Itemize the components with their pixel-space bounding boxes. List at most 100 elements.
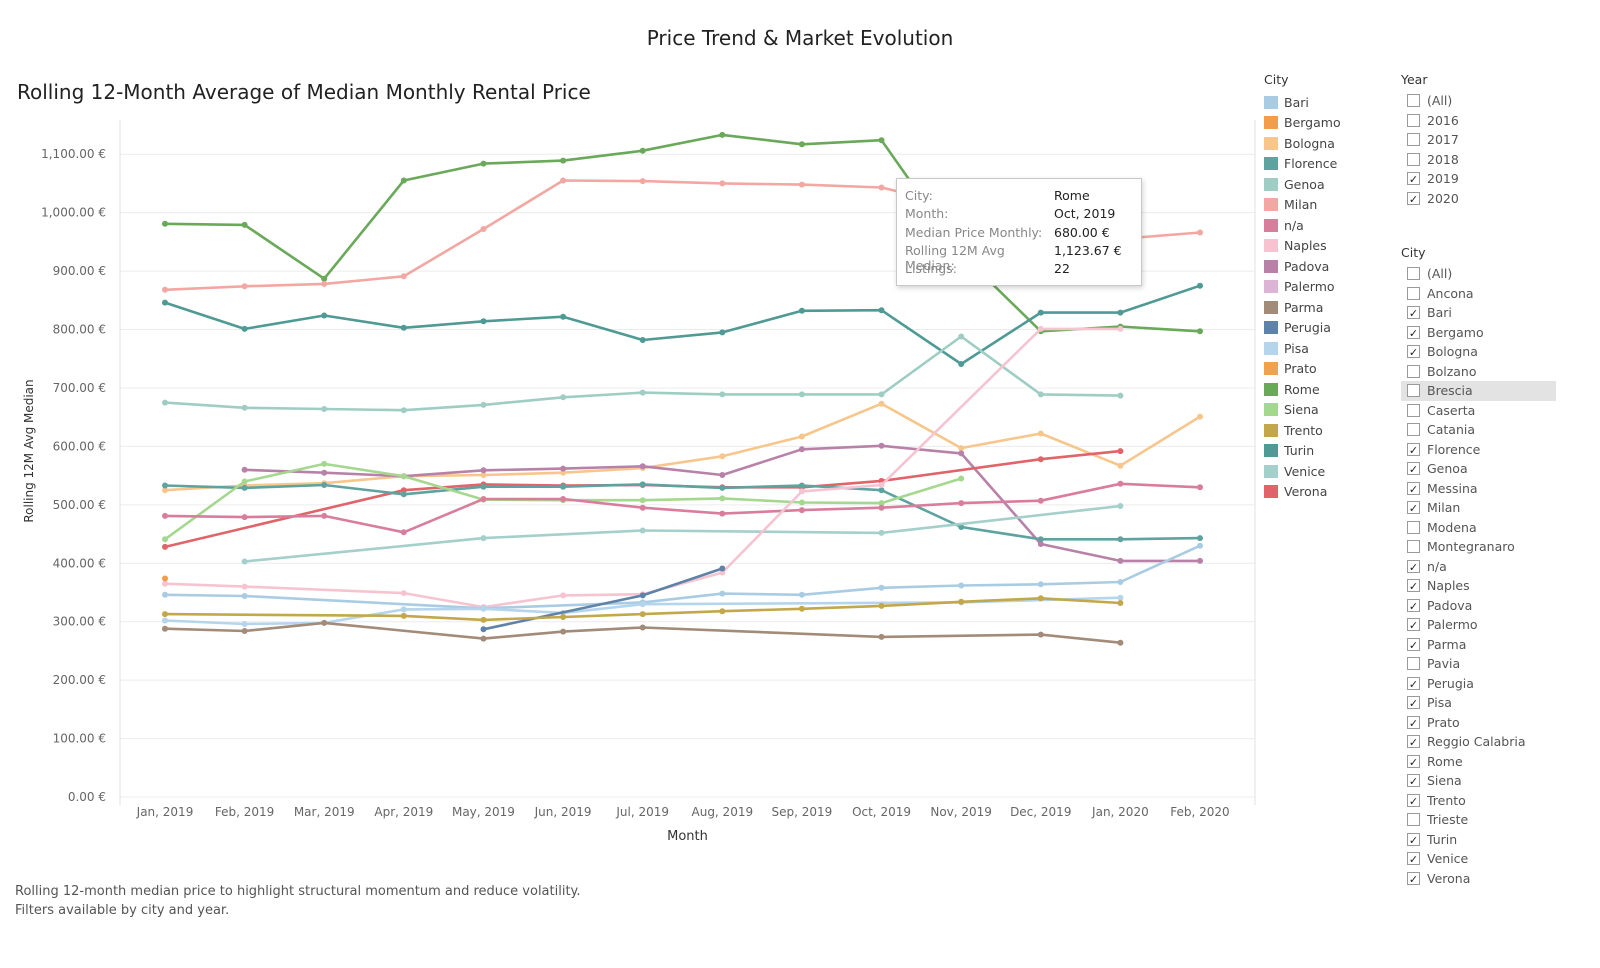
data-point[interactable]: [560, 592, 567, 599]
data-point[interactable]: [560, 469, 567, 476]
series-line[interactable]: [164, 284, 1201, 366]
checkbox[interactable]: ✓: [1407, 715, 1420, 730]
data-point[interactable]: [241, 583, 248, 590]
data-point[interactable]: [1117, 557, 1124, 564]
data-point[interactable]: [719, 484, 726, 491]
legend-item[interactable]: Pisa: [1264, 338, 1341, 359]
data-point[interactable]: [958, 582, 965, 589]
data-point[interactable]: [878, 633, 885, 640]
checkbox[interactable]: [1407, 384, 1420, 398]
checkbox[interactable]: ✓: [1407, 871, 1420, 886]
data-point[interactable]: [719, 569, 726, 576]
data-point[interactable]: [480, 635, 487, 642]
series-line[interactable]: [244, 444, 1200, 563]
checkbox[interactable]: ✓: [1407, 172, 1420, 187]
checkbox[interactable]: ✓: [1407, 637, 1420, 652]
data-point[interactable]: [241, 283, 248, 290]
checkbox[interactable]: ✓: [1407, 774, 1420, 789]
checkbox[interactable]: ✓: [1407, 852, 1420, 867]
data-point[interactable]: [560, 496, 567, 502]
year-option[interactable]: ✓ 2019: [1401, 169, 1556, 189]
year-option[interactable]: ✓ 2020: [1401, 189, 1556, 209]
data-point[interactable]: [719, 495, 726, 502]
data-point[interactable]: [400, 612, 407, 619]
data-point[interactable]: [639, 527, 646, 534]
data-point[interactable]: [162, 617, 168, 624]
legend-item[interactable]: Prato: [1264, 359, 1341, 380]
city-option[interactable]: Pavia: [1401, 654, 1556, 674]
data-point[interactable]: [560, 483, 567, 490]
data-point[interactable]: [878, 391, 885, 398]
series-line[interactable]: [164, 482, 1201, 534]
data-point[interactable]: [719, 131, 726, 138]
data-point[interactable]: [1117, 639, 1124, 646]
legend-item[interactable]: Naples: [1264, 236, 1341, 257]
city-option[interactable]: (All): [1401, 264, 1556, 284]
series-line[interactable]: [164, 335, 1121, 412]
city-option[interactable]: ✓ Bari: [1401, 303, 1556, 323]
data-point[interactable]: [1197, 484, 1203, 491]
data-point[interactable]: [162, 536, 168, 543]
city-option[interactable]: ✓ Bergamo: [1401, 323, 1556, 343]
data-point[interactable]: [719, 590, 726, 597]
city-option[interactable]: ✓ Perugia: [1401, 674, 1556, 694]
data-point[interactable]: [878, 504, 885, 511]
legend-item[interactable]: Bologna: [1264, 133, 1341, 154]
data-point[interactable]: [560, 313, 567, 320]
data-point[interactable]: [321, 512, 328, 519]
data-point[interactable]: [798, 391, 805, 398]
checkbox[interactable]: ✓: [1407, 191, 1420, 206]
data-point[interactable]: [878, 602, 885, 609]
checkbox[interactable]: [1407, 520, 1420, 534]
data-point[interactable]: [560, 177, 567, 184]
checkbox[interactable]: [1407, 133, 1420, 147]
data-point[interactable]: [798, 181, 805, 188]
data-point[interactable]: [241, 514, 248, 521]
city-option[interactable]: ✓ Messina: [1401, 479, 1556, 499]
checkbox[interactable]: ✓: [1407, 559, 1420, 574]
data-point[interactable]: [241, 558, 248, 565]
city-option[interactable]: ✓ Padova: [1401, 596, 1556, 616]
checkbox[interactable]: [1407, 267, 1420, 281]
data-point[interactable]: [1117, 480, 1124, 487]
data-point[interactable]: [560, 394, 567, 401]
checkbox[interactable]: ✓: [1407, 754, 1420, 769]
data-point[interactable]: [1037, 536, 1044, 543]
data-point[interactable]: [798, 488, 805, 495]
data-point[interactable]: [241, 221, 248, 228]
data-point[interactable]: [1197, 542, 1203, 549]
data-point[interactable]: [958, 450, 965, 457]
data-point[interactable]: [241, 621, 248, 627]
data-point[interactable]: [639, 481, 646, 488]
data-point[interactable]: [480, 318, 487, 325]
data-point[interactable]: [162, 512, 168, 519]
data-point[interactable]: [162, 591, 168, 598]
data-point[interactable]: [719, 472, 726, 478]
data-point[interactable]: [958, 361, 965, 367]
data-point[interactable]: [400, 529, 407, 536]
series-genoa[interactable]: [162, 333, 1124, 414]
legend-item[interactable]: Florence: [1264, 154, 1341, 175]
data-point[interactable]: [878, 584, 885, 591]
data-point[interactable]: [480, 467, 487, 474]
data-point[interactable]: [400, 491, 407, 498]
data-point[interactable]: [958, 445, 965, 452]
data-point[interactable]: [719, 510, 726, 517]
data-point[interactable]: [878, 184, 885, 191]
data-point[interactable]: [241, 404, 248, 411]
data-point[interactable]: [1197, 535, 1203, 542]
data-point[interactable]: [1117, 579, 1124, 585]
data-point[interactable]: [241, 593, 248, 599]
data-point[interactable]: [241, 484, 248, 491]
year-option[interactable]: 2018: [1401, 150, 1556, 170]
data-point[interactable]: [878, 482, 885, 488]
data-point[interactable]: [162, 286, 168, 293]
data-point[interactable]: [878, 487, 885, 494]
checkbox[interactable]: ✓: [1407, 598, 1420, 613]
data-point[interactable]: [321, 469, 328, 476]
data-point[interactable]: [639, 592, 646, 599]
data-point[interactable]: [639, 497, 646, 504]
checkbox[interactable]: ✓: [1407, 618, 1420, 633]
data-point[interactable]: [1197, 557, 1203, 564]
data-point[interactable]: [639, 504, 646, 511]
